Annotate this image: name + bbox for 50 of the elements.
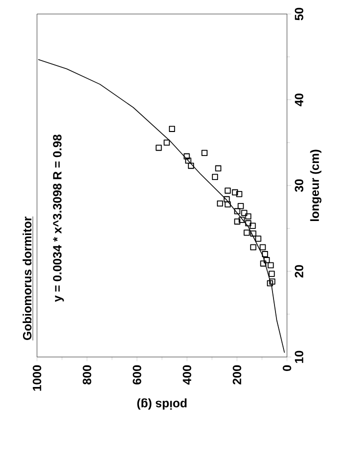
y-tick-label: 40 xyxy=(294,94,304,106)
y-tick-label: 10 xyxy=(294,350,304,363)
point xyxy=(238,216,245,223)
point xyxy=(268,262,274,268)
point xyxy=(224,196,230,202)
point xyxy=(241,210,248,216)
point xyxy=(224,188,231,194)
point xyxy=(215,165,222,172)
y-tick-label: 20 xyxy=(294,265,304,278)
point xyxy=(245,213,252,220)
point xyxy=(266,280,274,286)
point xyxy=(260,260,266,267)
point xyxy=(260,244,266,250)
point xyxy=(168,126,176,132)
y-tick-label: 50 xyxy=(294,8,304,20)
y-axis-title: longeur (cm) xyxy=(310,150,322,222)
point xyxy=(250,222,256,229)
point xyxy=(232,189,238,196)
point xyxy=(234,208,240,214)
point xyxy=(268,270,275,277)
y-tick-label: 30 xyxy=(294,179,304,192)
point xyxy=(201,150,208,156)
x-tick-label: 800 xyxy=(82,365,92,384)
x-axis-title: poids (g) xyxy=(137,398,187,410)
x-tick-label: 400 xyxy=(182,365,192,385)
point xyxy=(255,236,262,242)
point xyxy=(238,203,244,210)
text: Gobiomorus dormitor xyxy=(22,216,32,340)
point xyxy=(250,244,256,250)
annotation: y = 0.0034 * x^3.3098 R = 0.98 xyxy=(53,134,64,302)
point xyxy=(188,162,194,169)
point xyxy=(244,230,250,236)
point xyxy=(264,257,270,264)
point xyxy=(184,153,190,160)
point xyxy=(234,218,240,225)
point xyxy=(269,278,276,285)
point xyxy=(250,230,256,237)
x-tick-label: 600 xyxy=(132,365,142,384)
point xyxy=(212,174,218,180)
x-tick-label: 0 xyxy=(282,365,292,371)
point xyxy=(262,251,268,258)
point xyxy=(185,158,192,164)
point xyxy=(164,140,170,146)
point xyxy=(245,220,252,226)
x-tick-label: 200 xyxy=(232,365,242,384)
point xyxy=(216,200,224,207)
point xyxy=(156,144,162,151)
point xyxy=(236,191,242,198)
point xyxy=(224,201,231,208)
x-tick-label: 1000 xyxy=(32,365,42,391)
